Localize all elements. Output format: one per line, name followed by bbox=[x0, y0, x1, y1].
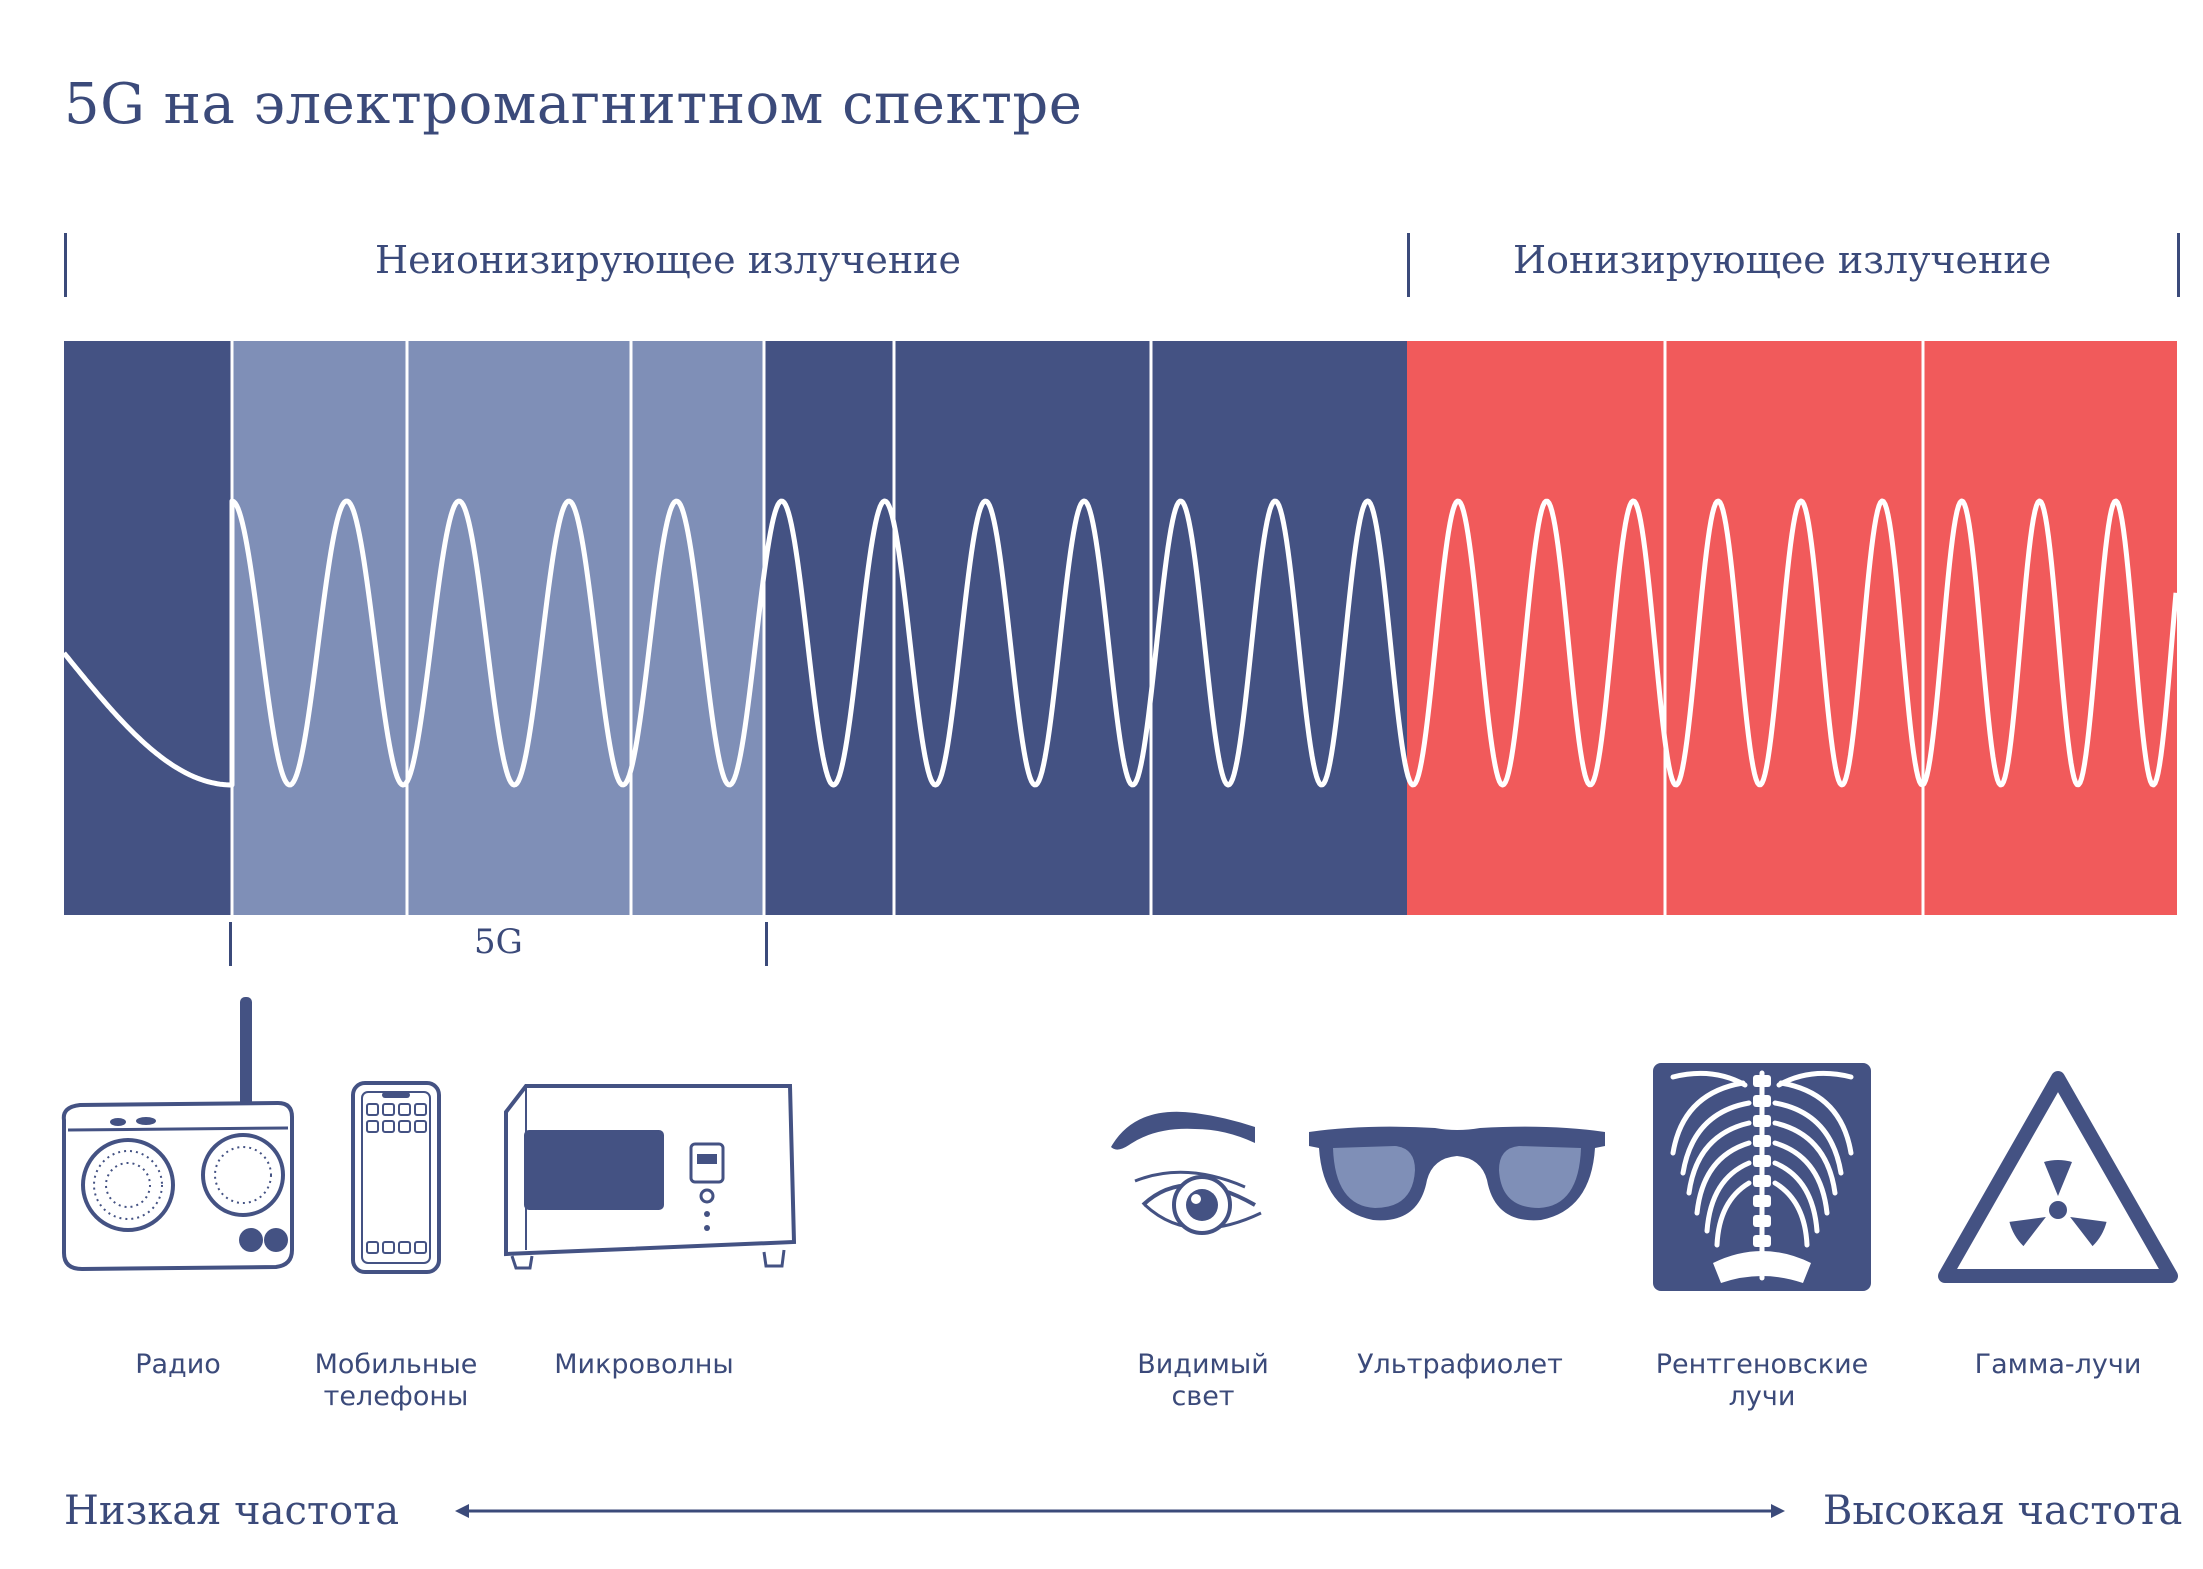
fiveg-label: 5G bbox=[474, 922, 523, 962]
spectrum-band bbox=[64, 341, 2177, 915]
fiveg-tick-left bbox=[229, 922, 232, 966]
caption-visible: Видимый свет bbox=[1083, 1349, 1323, 1413]
frequency-arrow bbox=[455, 1504, 1785, 1518]
caption-mobile: Мобильные телефоны bbox=[276, 1349, 516, 1413]
caption-gamma-text: Гамма-лучи bbox=[1974, 1349, 2142, 1380]
ionizing-label: Ионизирующее излучение bbox=[1513, 238, 2052, 282]
caption-xray-line2: лучи bbox=[1728, 1381, 1796, 1412]
caption-microwave: Микроволны bbox=[524, 1349, 764, 1381]
sunglasses-icon bbox=[1309, 1126, 1605, 1221]
wave-line bbox=[64, 498, 2177, 788]
caption-microwave-text: Микроволны bbox=[554, 1349, 734, 1380]
spectrum-dividers bbox=[230, 341, 1925, 915]
radiation-warning-icon bbox=[1938, 1071, 2178, 1283]
spectrum-segment bbox=[764, 341, 1407, 915]
spectrum-segment bbox=[64, 341, 232, 915]
caption-uv-text: Ультрафиолет bbox=[1357, 1349, 1563, 1380]
caption-xray-line1: Рентгеновские bbox=[1655, 1349, 1869, 1380]
caption-visible-line2: свет bbox=[1171, 1381, 1235, 1412]
caption-uv: Ультрафиолет bbox=[1340, 1349, 1580, 1381]
caption-mobile-line2: телефоны bbox=[323, 1381, 469, 1412]
spectrum-segment bbox=[232, 341, 764, 915]
eye-icon bbox=[1111, 1111, 1262, 1235]
region-tick-boundary bbox=[1407, 233, 1410, 297]
high-frequency-label: Высокая частота bbox=[1823, 1488, 2183, 1534]
low-frequency-label: Низкая частота bbox=[64, 1488, 400, 1534]
caption-mobile-line1: Мобильные bbox=[314, 1349, 478, 1380]
region-tick-start bbox=[64, 233, 67, 297]
spectrum-segment bbox=[1407, 341, 2177, 915]
spectrum-segments bbox=[64, 341, 2177, 915]
nonionizing-label: Неионизирующее излучение bbox=[375, 238, 961, 282]
radio-icon bbox=[61, 997, 294, 1272]
caption-visible-line1: Видимый bbox=[1137, 1349, 1269, 1380]
caption-radio-text: Радио bbox=[135, 1349, 221, 1380]
microwave-oven-icon bbox=[504, 1084, 797, 1270]
caption-radio: Радио bbox=[58, 1349, 298, 1381]
fiveg-tick-right bbox=[765, 922, 768, 966]
caption-gamma: Гамма-лучи bbox=[1938, 1349, 2178, 1381]
smartphone-icon bbox=[351, 1081, 441, 1274]
page-title: 5G на электромагнитном спектре bbox=[64, 72, 1083, 137]
xray-chest-icon bbox=[1653, 1063, 1871, 1291]
region-tick-end bbox=[2177, 233, 2180, 297]
caption-xray: Рентгеновские лучи bbox=[1642, 1349, 1882, 1413]
